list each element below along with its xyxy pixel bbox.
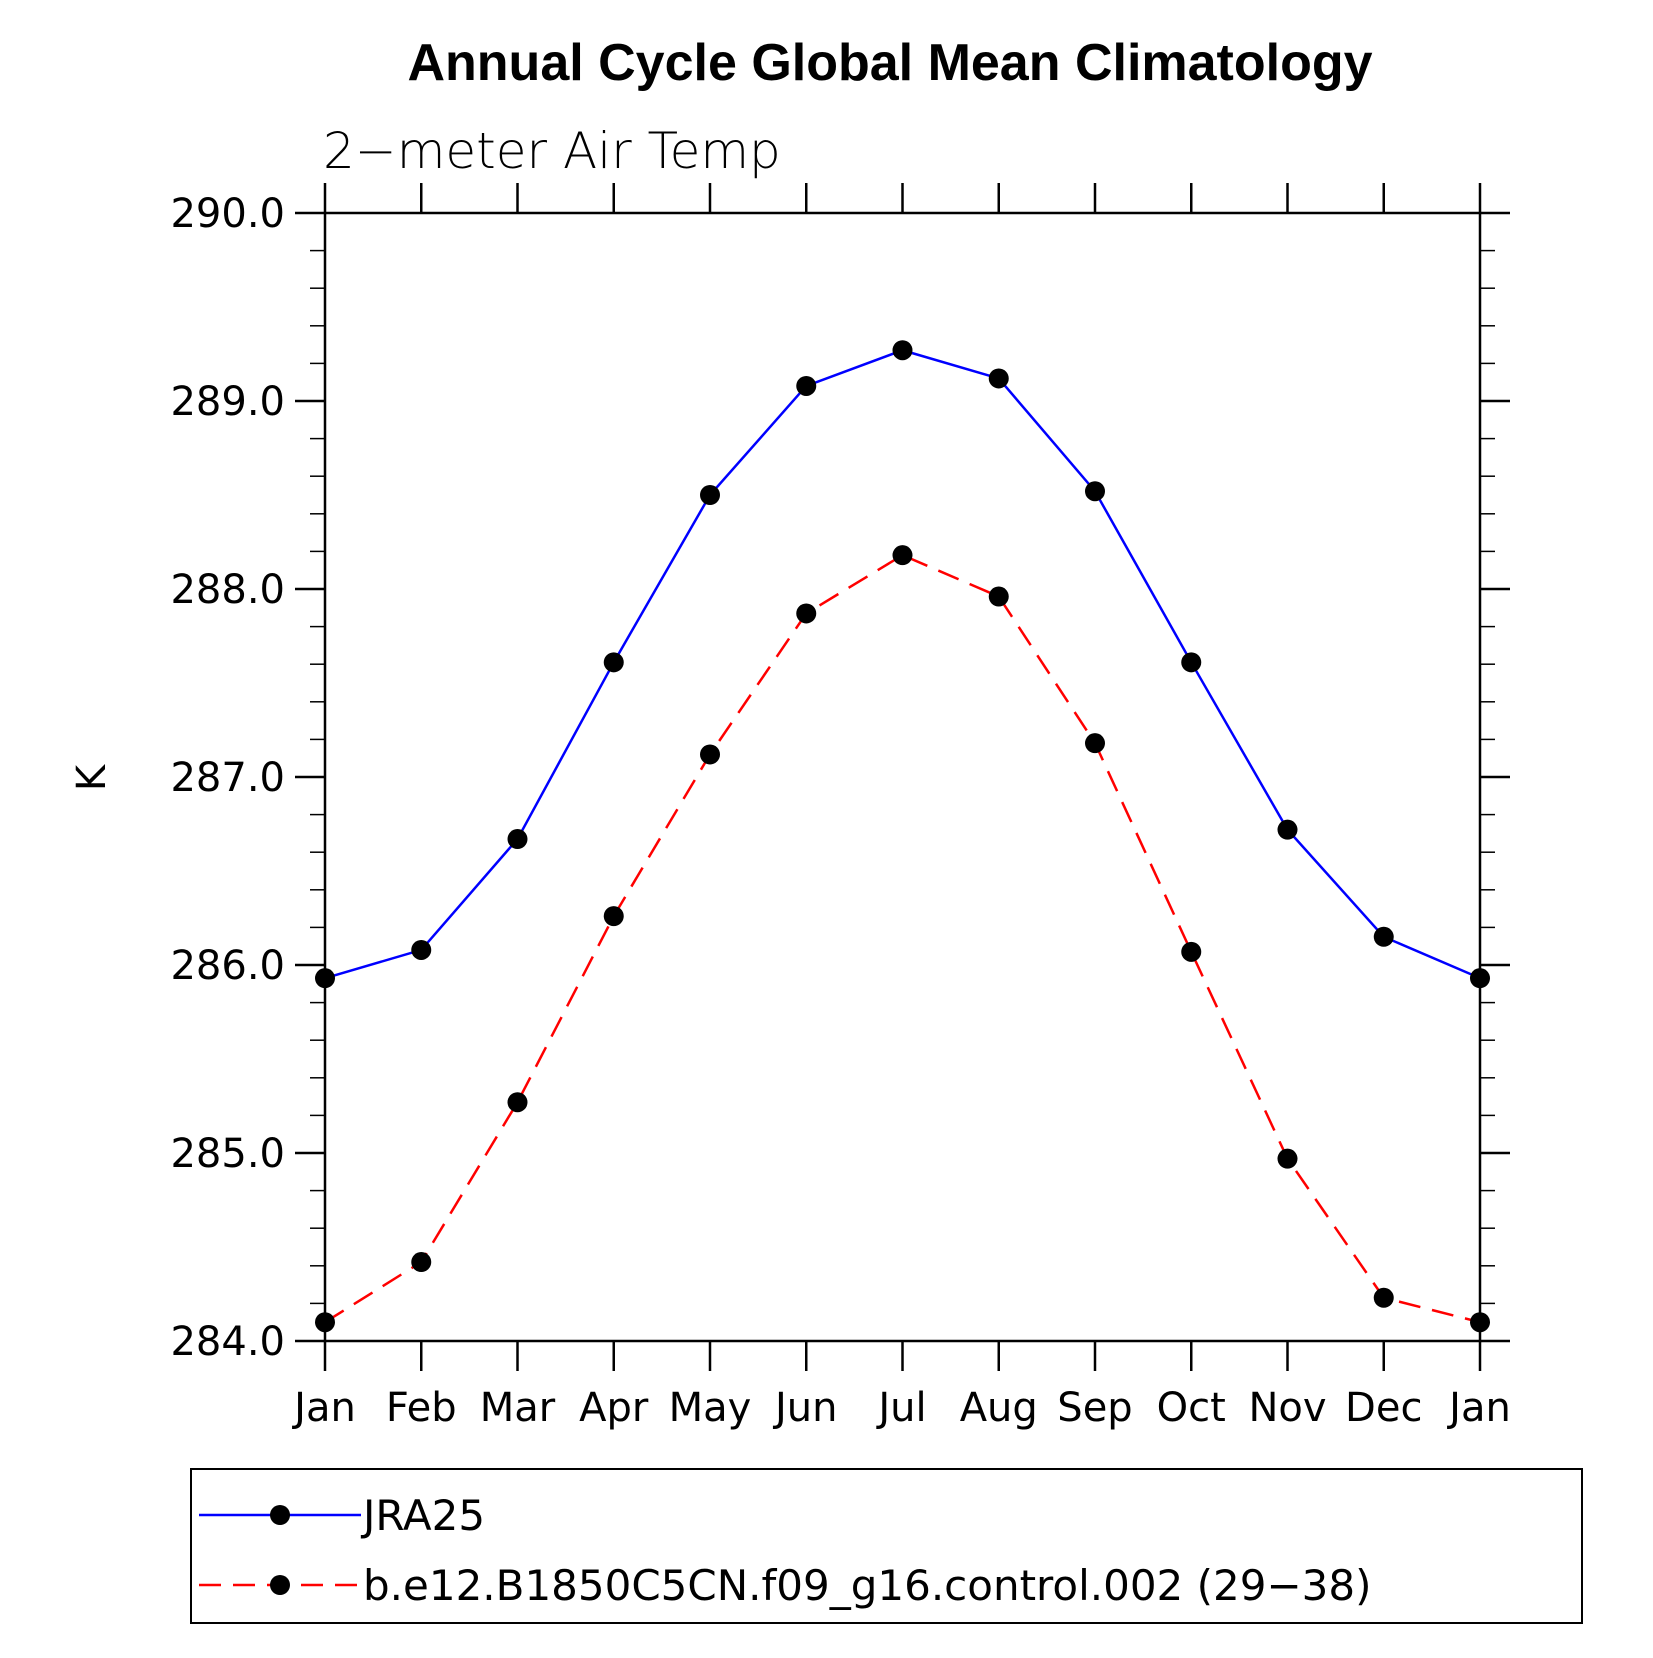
series-1-point (315, 1312, 335, 1333)
series-1-point (1277, 1148, 1298, 1169)
y-tick-label: 286.0 (170, 943, 285, 989)
series-0-point (315, 968, 335, 989)
series-1-point (1470, 1312, 1490, 1333)
series-0-point (1085, 481, 1105, 502)
series-0-point (411, 939, 432, 960)
y-axis-label: K (69, 763, 115, 791)
x-tick-label: Apr (579, 1385, 649, 1431)
series-1-point (603, 906, 624, 927)
series-1-point (1181, 941, 1202, 962)
y-tick-label: 285.0 (170, 1131, 285, 1177)
series-1-point (892, 545, 913, 566)
plot-frame (323, 211, 1482, 1343)
chart-title: Annual Cycle Global Mean Climatology (407, 34, 1372, 92)
y-tick-label: 288.0 (170, 567, 285, 613)
y-tick-label: 287.0 (170, 755, 285, 801)
series-1-point (988, 586, 1009, 607)
series-1-point (1373, 1287, 1394, 1308)
series-line-1 (324, 553, 1481, 1324)
x-tick-label: Jan (1446, 1385, 1511, 1431)
series-0-point (507, 829, 528, 850)
x-tick-label: May (669, 1385, 752, 1431)
legend-label-1: b.e12.B1850C5CN.f09_g16.control.002 (29−… (363, 1561, 1371, 1610)
x-tick-label: Dec (1345, 1385, 1422, 1431)
series-0-point (988, 368, 1009, 389)
legend-box (190, 1468, 1583, 1624)
x-tick-label: Jul (875, 1385, 926, 1431)
y-tick-label: 289.0 (170, 379, 285, 425)
x-tick-label: Jun (772, 1385, 838, 1431)
series-line-0 (324, 348, 1481, 980)
series-1-point (796, 603, 817, 624)
legend-swatch-marker-0 (270, 1505, 290, 1525)
legend: JRA25 b.e12.B1850C5CN.f09_g16.control.002… (190, 1468, 1583, 1624)
x-tick-label: Oct (1157, 1385, 1226, 1431)
x-tick-label: Nov (1248, 1385, 1326, 1431)
series-1-point (1085, 733, 1105, 754)
series-0-point (603, 652, 624, 673)
series-1-point (507, 1092, 528, 1113)
series-1-point (411, 1252, 432, 1273)
x-tick-label: Feb (386, 1385, 457, 1431)
series-0-point (700, 485, 720, 505)
series-0-point (796, 375, 817, 396)
series-0-point (1470, 968, 1490, 989)
series-0-point (1373, 926, 1394, 947)
x-tick-label: Mar (480, 1385, 556, 1431)
x-tick-label: Sep (1057, 1385, 1132, 1431)
y-tick-label: 284.0 (170, 1319, 285, 1365)
x-tick-label: Aug (960, 1385, 1038, 1431)
x-tick-label: Jan (291, 1385, 356, 1431)
y-tick-label: 290.0 (170, 191, 285, 237)
series-0-point (1277, 819, 1298, 840)
chart-subtitle: 2−meter Air Temp (323, 122, 781, 180)
legend-label-0: JRA25 (360, 1491, 485, 1540)
series-0-point (1181, 652, 1202, 673)
legend-swatch-marker-1 (270, 1575, 290, 1595)
series-1-point (700, 744, 720, 765)
series-0-point (892, 340, 913, 361)
plot-area: 284.0 285.0 286.0 287.0 288.0 289.0 290.0 Jan Fe… (170, 183, 1511, 1431)
